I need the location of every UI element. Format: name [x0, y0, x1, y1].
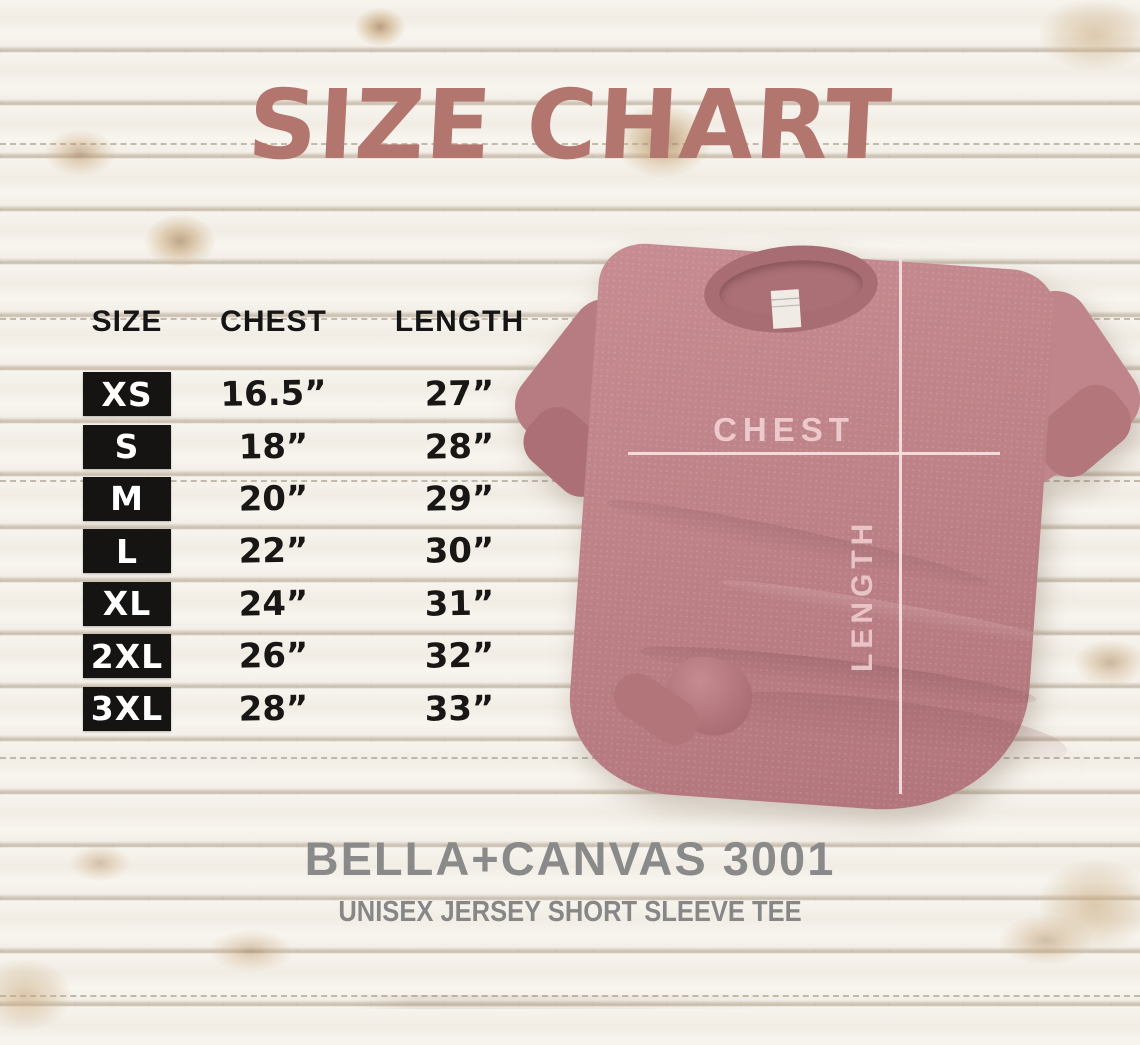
size-badge: S: [83, 424, 171, 469]
wood-streak: [0, 960, 70, 1030]
wood-streak: [1040, 860, 1140, 950]
column-header-size: SIZE: [91, 305, 163, 338]
plank-seam: [0, 995, 1140, 997]
product-subtitle: UNISEX JERSEY SHORT SLEEVE TEE: [338, 896, 802, 928]
column-header-length: LENGTH: [394, 305, 525, 338]
size-badge: 3XL: [83, 686, 171, 731]
chest-value: 26”: [238, 635, 309, 677]
size-badge: XS: [83, 372, 171, 417]
table-row: 3XL 28” 33”: [83, 682, 543, 734]
size-badge: 2XL: [83, 634, 171, 679]
wood-knot: [45, 130, 115, 176]
wood-knot: [70, 845, 130, 881]
product-name: BELLA+CANVAS 3001: [304, 832, 836, 885]
column-header-chest: CHEST: [220, 305, 327, 338]
chest-value: 18”: [238, 425, 309, 468]
table-row: L 22” 30”: [83, 525, 543, 577]
chest-value: 20”: [238, 478, 309, 520]
table-row: M 20” 29”: [83, 473, 543, 525]
wood-smudge: [350, 995, 790, 1009]
chest-value: 16.5”: [220, 373, 327, 416]
chest-measure-label: CHEST: [713, 411, 855, 448]
plank-seam: [0, 318, 1140, 320]
tshirt-neck-tag: [770, 289, 802, 329]
chest-value: 22”: [238, 530, 309, 572]
chest-value: 28”: [238, 687, 309, 730]
length-measure-label: LENGTH: [846, 518, 879, 672]
plank-seam: [0, 757, 1140, 759]
table-row: S 18” 28”: [83, 420, 543, 472]
table-row: XS 16.5” 27”: [83, 368, 543, 420]
table-row: XL 24” 31”: [83, 578, 543, 630]
chest-measure-line: [628, 452, 1000, 455]
size-badge: M: [83, 476, 171, 521]
wood-knot: [145, 215, 215, 267]
tshirt-photo: [501, 230, 1140, 820]
plank-seam: [0, 143, 1140, 145]
wood-knot: [210, 930, 292, 972]
table-row: 2XL 26” 32”: [83, 630, 543, 682]
chest-value: 24”: [238, 583, 309, 625]
size-badge: L: [83, 529, 171, 574]
size-badge: XL: [83, 581, 171, 626]
wood-knot: [355, 8, 405, 46]
size-chart-title: SIZE CHART: [245, 69, 895, 181]
size-table: SIZE CHEST LENGTH XS 16.5” 27” S 18” 28”…: [83, 300, 543, 735]
length-measure-line: [899, 257, 902, 794]
wood-knot: [615, 105, 710, 177]
table-header: SIZE CHEST LENGTH: [83, 300, 543, 344]
wood-streak: [1040, 0, 1140, 70]
wood-knot: [1075, 640, 1140, 686]
